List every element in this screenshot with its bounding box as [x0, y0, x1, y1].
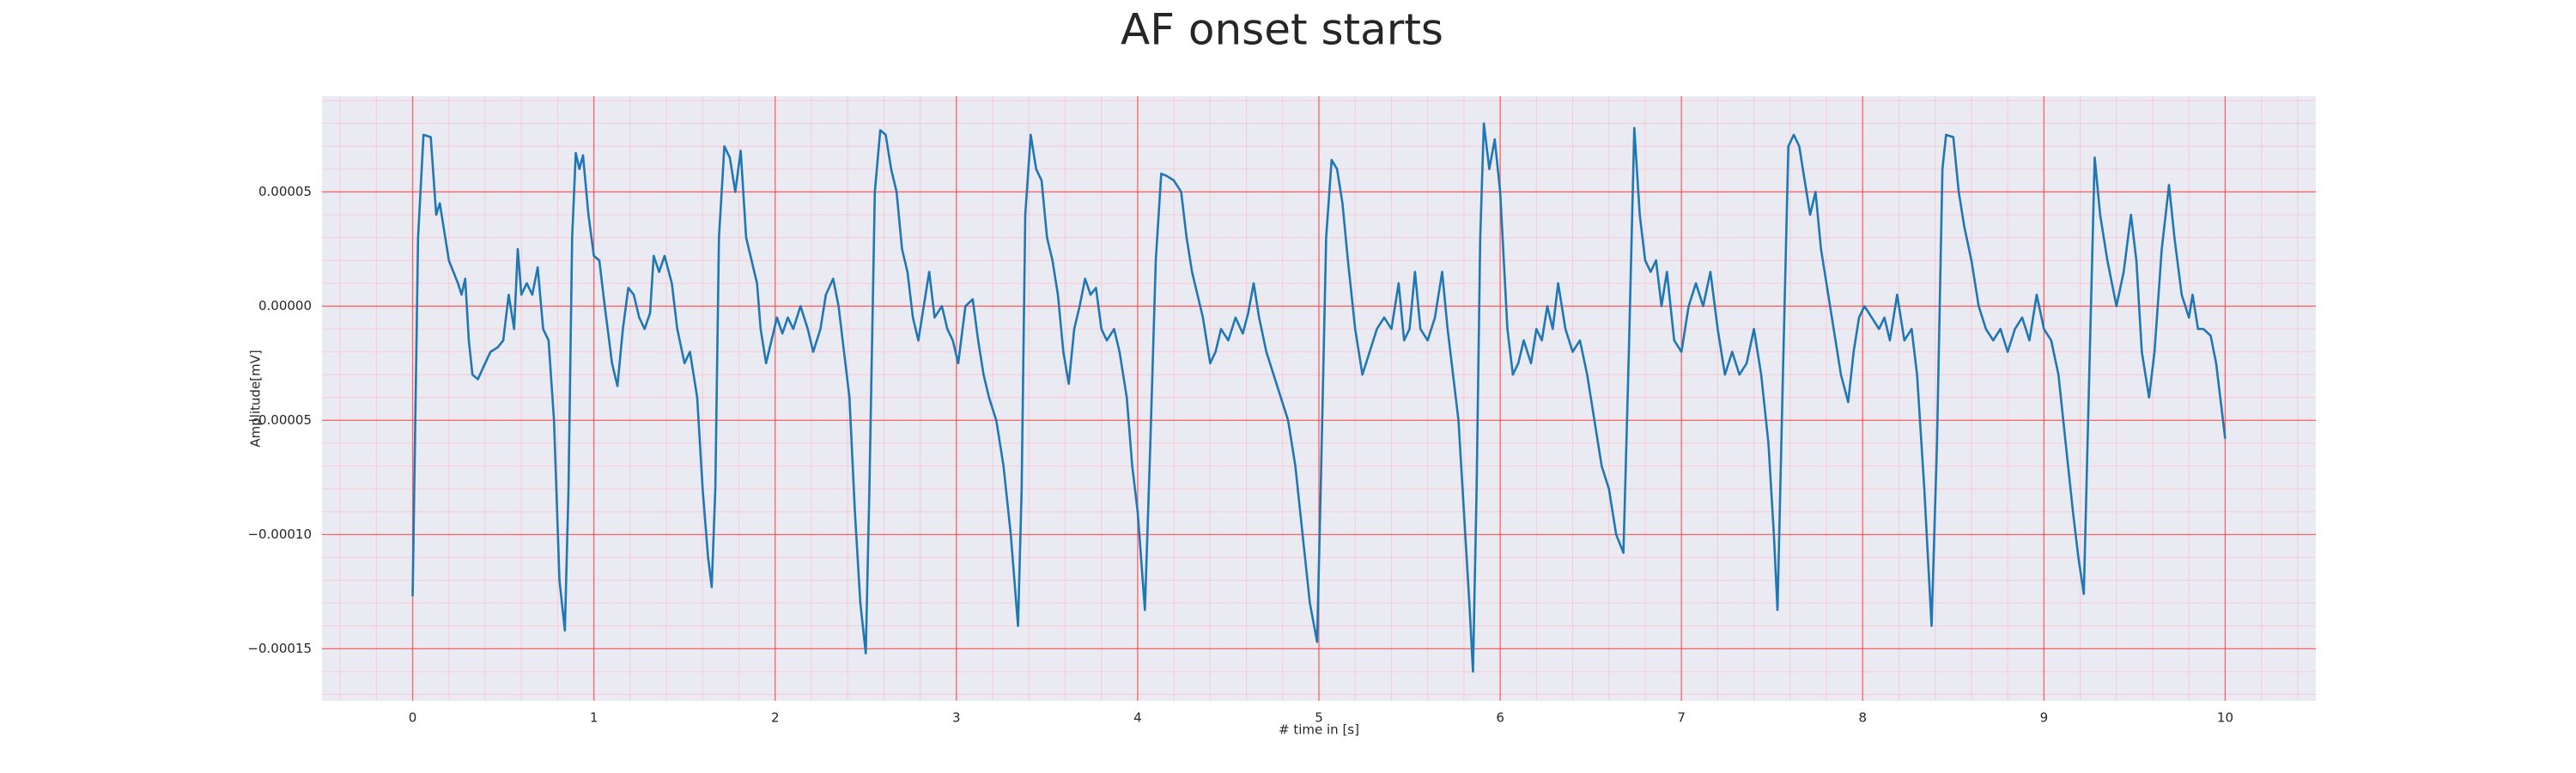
- signal-line: [411, 122, 2227, 673]
- x-tick-label: 4: [1133, 710, 1142, 726]
- x-tick-label: 3: [952, 710, 961, 726]
- x-tick-label: 0: [409, 710, 417, 726]
- x-tick-label: 6: [1496, 710, 1504, 726]
- x-tick-label: 1: [590, 710, 598, 726]
- y-tick-label: −0.00015: [247, 641, 312, 656]
- chart-title: AF onset starts: [1121, 5, 1443, 55]
- y-axis-label: Amplitude[mV]: [248, 350, 264, 447]
- x-tick-label: 9: [2040, 710, 2049, 726]
- y-tick-label: 0.00000: [258, 298, 312, 313]
- x-axis-label: # time in [s]: [1279, 722, 1359, 738]
- y-tick-label: −0.00010: [247, 526, 312, 542]
- x-tick-label: 2: [771, 710, 780, 726]
- x-tick-label: 10: [2217, 710, 2233, 726]
- y-tick-label: 0.00005: [258, 184, 312, 199]
- y-tick-label: −0.00005: [247, 412, 312, 428]
- x-tick-label: 5: [1315, 710, 1323, 726]
- x-tick-label: 7: [1677, 710, 1686, 726]
- x-tick-label: 8: [1858, 710, 1867, 726]
